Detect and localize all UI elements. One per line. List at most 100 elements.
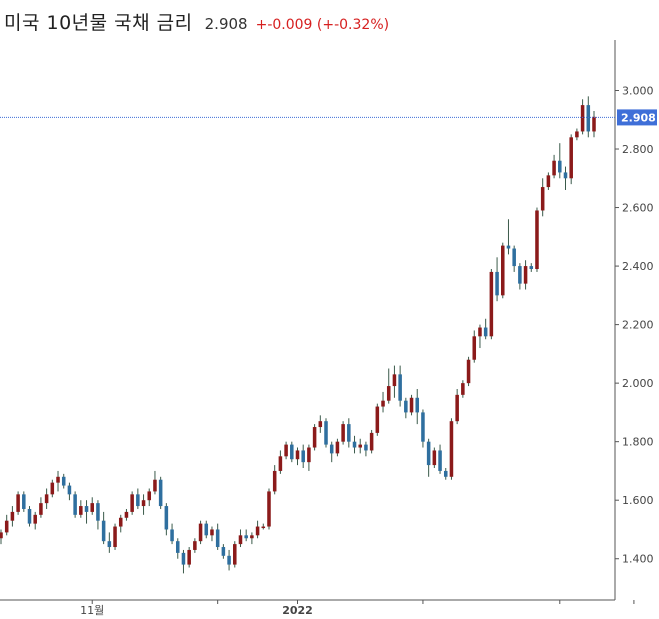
candle bbox=[409, 394, 414, 416]
candle bbox=[529, 263, 534, 272]
candle-body bbox=[90, 503, 94, 512]
candle bbox=[575, 128, 579, 141]
candle-body bbox=[44, 494, 49, 504]
candle-body bbox=[558, 160, 562, 173]
candle bbox=[426, 438, 431, 477]
candle-body bbox=[466, 359, 471, 384]
candle-body bbox=[84, 506, 89, 512]
candle bbox=[443, 468, 448, 480]
candle-body bbox=[529, 266, 534, 270]
candle bbox=[301, 444, 305, 469]
y-tick-label: 1.600 bbox=[622, 494, 654, 507]
candle-body bbox=[421, 412, 425, 442]
current-price: 2.908 bbox=[204, 15, 248, 33]
candle bbox=[101, 511, 106, 545]
candle-body bbox=[50, 482, 55, 495]
candle-body bbox=[22, 494, 26, 509]
candle bbox=[261, 523, 266, 530]
candle-body bbox=[575, 131, 579, 138]
candle bbox=[546, 172, 551, 190]
candle bbox=[318, 415, 323, 433]
candle bbox=[56, 470, 60, 492]
candle bbox=[124, 508, 129, 521]
candle-body bbox=[250, 535, 254, 539]
candle-body bbox=[409, 397, 414, 413]
candle bbox=[284, 441, 288, 460]
candle bbox=[44, 488, 49, 509]
candle-body bbox=[290, 444, 294, 460]
candle bbox=[461, 380, 465, 398]
y-axis: 1.400 1.600 1.800 2.000 2.200 2.400 2.600 2.800… bbox=[614, 40, 654, 600]
candle bbox=[244, 529, 248, 542]
candle-body bbox=[187, 549, 191, 565]
candle-body bbox=[16, 494, 20, 512]
candle-body bbox=[158, 479, 163, 507]
candle bbox=[489, 269, 494, 340]
candle-body bbox=[358, 444, 362, 448]
candle-body bbox=[341, 424, 345, 442]
candle bbox=[329, 441, 334, 463]
candle-body bbox=[113, 526, 117, 548]
candle-body bbox=[67, 485, 72, 495]
candle bbox=[535, 207, 539, 272]
candle bbox=[61, 473, 66, 489]
candle bbox=[398, 365, 402, 407]
current-price-marker: 2.908 bbox=[0, 109, 657, 126]
candle-body bbox=[118, 517, 123, 527]
candle-body bbox=[404, 400, 408, 413]
y-tick-label: 1.400 bbox=[622, 553, 654, 566]
candle-body bbox=[586, 105, 591, 132]
candle-body bbox=[221, 547, 226, 556]
candle bbox=[73, 491, 77, 518]
candle bbox=[358, 438, 362, 454]
candle-body bbox=[592, 116, 596, 132]
candle-body bbox=[215, 529, 220, 548]
price-change: +-0.009 (+-0.32%) bbox=[255, 17, 390, 33]
candle-body bbox=[164, 506, 169, 530]
candle bbox=[210, 526, 214, 542]
candle-body bbox=[27, 508, 32, 524]
candle bbox=[204, 520, 209, 539]
candle bbox=[375, 403, 380, 436]
candle-body bbox=[272, 470, 277, 492]
candle bbox=[221, 544, 226, 559]
candle bbox=[335, 438, 340, 457]
y-tick-label: 2.200 bbox=[622, 319, 654, 332]
y-tick-label: 3.000 bbox=[622, 84, 654, 97]
candle-body bbox=[33, 514, 37, 524]
candle bbox=[438, 444, 442, 474]
candle-body bbox=[4, 520, 9, 533]
candle bbox=[79, 500, 83, 518]
candle-body bbox=[227, 555, 231, 565]
candle bbox=[136, 488, 140, 509]
candle bbox=[386, 368, 391, 404]
candle bbox=[586, 96, 591, 138]
candle bbox=[90, 497, 94, 515]
candle-body bbox=[546, 175, 551, 188]
candle-body bbox=[198, 523, 203, 542]
candle bbox=[16, 491, 20, 515]
candle-body bbox=[523, 266, 528, 284]
candle bbox=[227, 549, 231, 571]
candle bbox=[569, 134, 573, 185]
candle-body bbox=[96, 503, 100, 521]
candle-body bbox=[512, 248, 516, 267]
candle bbox=[495, 257, 499, 302]
candle-body bbox=[552, 160, 556, 176]
candle-body bbox=[79, 506, 83, 515]
candle bbox=[187, 547, 191, 568]
candle bbox=[250, 532, 254, 545]
candle bbox=[267, 488, 271, 530]
candle bbox=[153, 470, 157, 495]
candle bbox=[312, 424, 317, 451]
candle bbox=[4, 514, 9, 536]
candle bbox=[27, 506, 32, 527]
candle-body bbox=[347, 424, 351, 442]
candle-body bbox=[244, 535, 248, 539]
candle bbox=[466, 356, 471, 387]
candle bbox=[540, 178, 545, 217]
candle-body bbox=[312, 427, 317, 448]
candle bbox=[107, 532, 112, 553]
candle bbox=[158, 476, 163, 509]
